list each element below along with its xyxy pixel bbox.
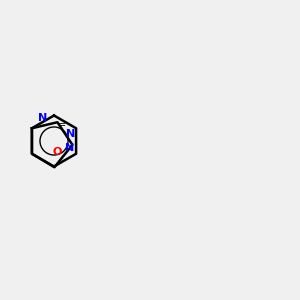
Text: N: N [65, 143, 74, 153]
Text: O: O [53, 147, 62, 157]
Text: N: N [66, 129, 76, 139]
Text: =: = [58, 120, 66, 130]
Text: N: N [38, 113, 47, 123]
